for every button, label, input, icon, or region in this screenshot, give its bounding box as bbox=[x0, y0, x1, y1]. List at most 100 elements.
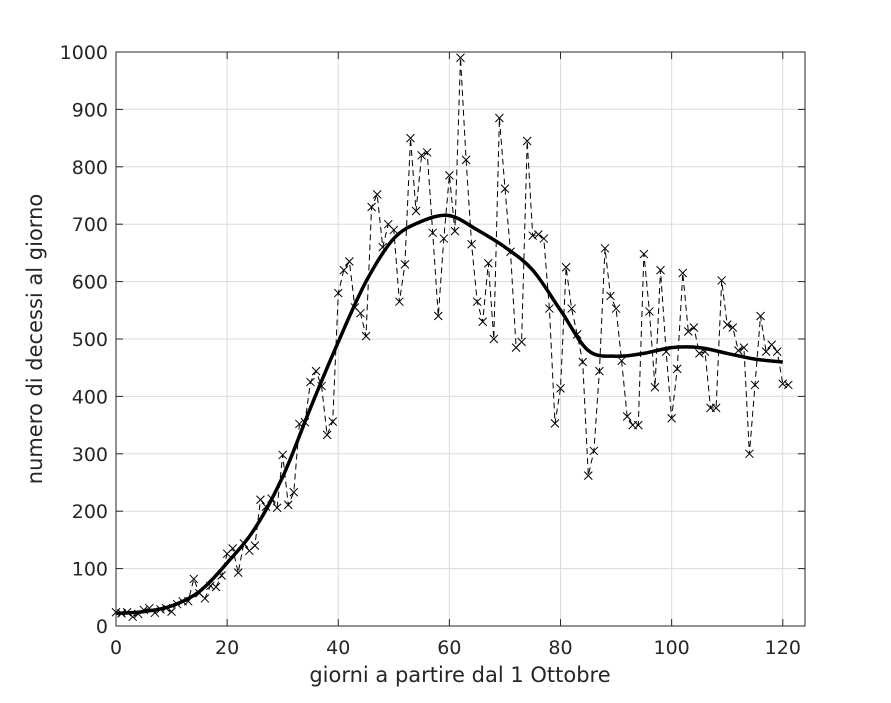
raw-data-point bbox=[339, 265, 349, 275]
raw-data-point bbox=[728, 323, 738, 332]
raw-data-point bbox=[411, 206, 421, 216]
raw-data-point bbox=[345, 257, 354, 266]
raw-data-point bbox=[539, 234, 549, 243]
raw-data-point bbox=[606, 291, 615, 301]
raw-data-point bbox=[167, 607, 176, 617]
raw-data-point bbox=[489, 334, 499, 344]
raw-data-point bbox=[400, 260, 410, 269]
raw-data-point bbox=[417, 150, 426, 160]
raw-data-point bbox=[650, 382, 660, 392]
trend-series bbox=[115, 213, 783, 616]
raw-data-point bbox=[683, 327, 693, 336]
raw-data-point bbox=[617, 356, 626, 366]
raw-data-point bbox=[367, 202, 376, 212]
raw-data-point bbox=[672, 364, 682, 374]
raw-data-point bbox=[433, 311, 443, 321]
raw-data-point bbox=[211, 582, 221, 592]
raw-data-point bbox=[578, 357, 588, 367]
raw-data-point bbox=[711, 403, 721, 413]
raw-data-point bbox=[722, 320, 732, 330]
y-tick-label: 900 bbox=[72, 99, 108, 121]
x-tick-label: 120 bbox=[765, 637, 801, 659]
raw-data-point bbox=[456, 53, 465, 63]
raw-data-point bbox=[717, 276, 727, 285]
raw-data-point bbox=[772, 347, 782, 356]
raw-data-point bbox=[311, 366, 321, 376]
x-tick-label: 20 bbox=[215, 637, 239, 659]
raw-data-point bbox=[739, 343, 749, 352]
raw-data-point bbox=[622, 412, 632, 421]
trend-line bbox=[115, 213, 783, 616]
y-tick-label: 600 bbox=[72, 272, 108, 294]
raw-data-point bbox=[422, 148, 432, 157]
raw-data-point bbox=[750, 380, 760, 390]
raw-data-point bbox=[761, 347, 771, 356]
raw-data-point bbox=[256, 495, 265, 505]
raw-series-line bbox=[115, 57, 789, 618]
raw-data-point bbox=[533, 230, 543, 239]
raw-data-point bbox=[695, 348, 704, 358]
ticks: 0 20 40 60 80 100 120 0 100 200 300 400 500 600 700 800… bbox=[60, 42, 805, 659]
raw-data-point bbox=[372, 189, 382, 199]
raw-data-point bbox=[545, 304, 554, 313]
y-tick-label: 300 bbox=[72, 444, 108, 466]
raw-data-point bbox=[633, 420, 643, 430]
raw-data-point bbox=[189, 574, 199, 584]
raw-data-point bbox=[428, 228, 438, 238]
raw-data-point bbox=[328, 417, 338, 427]
raw-data-point bbox=[495, 113, 504, 123]
raw-data-point bbox=[783, 380, 793, 390]
raw-data-point bbox=[500, 184, 510, 193]
raw-data-point bbox=[289, 487, 299, 497]
raw-data-point bbox=[667, 413, 676, 423]
raw-data-point bbox=[406, 133, 415, 143]
raw-data-point bbox=[272, 503, 282, 513]
raw-data-point bbox=[561, 262, 571, 272]
raw-data-point bbox=[250, 541, 260, 550]
raw-data-point bbox=[778, 379, 788, 389]
raw-data-point bbox=[528, 231, 538, 241]
y-tick-label: 0 bbox=[96, 616, 108, 638]
raw-data-point bbox=[550, 419, 560, 428]
x-tick-label: 60 bbox=[437, 637, 461, 659]
y-axis-title: numero di decessi al giorno bbox=[23, 194, 47, 484]
raw-data-point bbox=[583, 471, 593, 480]
raw-data-point bbox=[233, 568, 243, 577]
y-tick-label: 700 bbox=[72, 214, 108, 236]
raw-data-point bbox=[522, 136, 532, 146]
raw-data-point bbox=[678, 268, 688, 278]
y-tick-label: 200 bbox=[72, 501, 108, 523]
raw-data-point bbox=[517, 337, 526, 347]
y-tick-label: 100 bbox=[72, 559, 108, 581]
raw-data-point bbox=[472, 297, 482, 307]
x-tick-label: 0 bbox=[110, 637, 122, 659]
raw-data-point bbox=[656, 265, 665, 275]
x-axis-title: giorni a partire dal 1 Ottobre bbox=[309, 663, 610, 687]
raw-data-point bbox=[478, 317, 488, 327]
raw-data-point bbox=[445, 171, 454, 180]
x-tick-label: 40 bbox=[326, 637, 350, 659]
raw-data-point bbox=[756, 311, 765, 321]
raw-data-point bbox=[322, 430, 332, 440]
raw-data-point bbox=[278, 450, 288, 460]
raw-data-point bbox=[395, 297, 404, 307]
raw-data-point bbox=[595, 366, 604, 376]
raw-data-point bbox=[483, 258, 493, 268]
x-tick-label: 100 bbox=[654, 637, 690, 659]
x-tick-label: 80 bbox=[548, 637, 572, 659]
raw-data-point bbox=[567, 304, 576, 313]
raw-data-point bbox=[645, 307, 654, 316]
raw-data-point bbox=[450, 226, 460, 236]
raw-data-point bbox=[461, 155, 471, 165]
raw-data-point bbox=[767, 340, 777, 350]
raw-data-point bbox=[733, 346, 743, 355]
raw-data-point bbox=[639, 249, 649, 259]
y-tick-label: 400 bbox=[72, 386, 108, 408]
raw-data-point bbox=[467, 239, 476, 249]
raw-data-point bbox=[200, 594, 210, 603]
raw-data-point bbox=[611, 304, 621, 313]
raw-data-point bbox=[333, 288, 343, 298]
raw-data-point bbox=[745, 449, 754, 459]
raw-data-point bbox=[283, 500, 293, 510]
